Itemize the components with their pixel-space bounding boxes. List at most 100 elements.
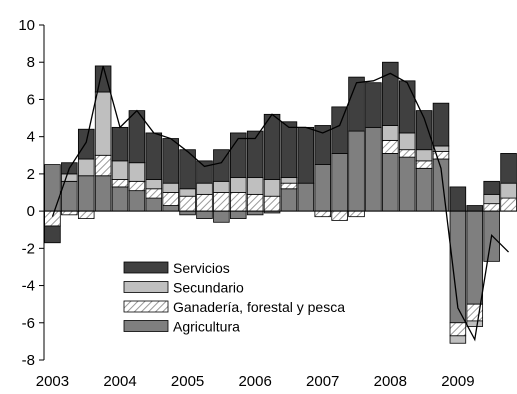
- y-tick-label: 6: [27, 91, 35, 108]
- x-tick-label: 2003: [36, 373, 69, 390]
- legend-swatch-servicios: [123, 261, 169, 274]
- bar-ganader-a-forestal-y-pesca-2003Q2: [61, 210, 78, 216]
- bar-agricultura-2009Q2: [466, 210, 484, 305]
- y-tick-label: 4: [27, 129, 35, 146]
- x-tick-label: 2004: [103, 373, 136, 390]
- bar-servicios-2008Q3: [415, 110, 433, 151]
- bar-servicios-2006Q2: [263, 113, 281, 180]
- y-tick-label: 8: [27, 54, 35, 71]
- bar-servicios-2009Q4: [500, 153, 517, 184]
- bar-ganader-a-forestal-y-pesca-2004Q4: [162, 192, 179, 206]
- bar-servicios-2006Q1: [246, 130, 264, 179]
- bar-ganader-a-forestal-y-pesca-2007Q2: [331, 210, 348, 221]
- bar-servicios-2006Q3: [280, 121, 298, 179]
- bar-agricultura-2008Q1: [382, 153, 399, 212]
- bar-secundario-2005Q2: [196, 182, 213, 195]
- bar-agricultura-2005Q3: [213, 210, 230, 223]
- bar-servicios-2009Q1: [449, 186, 467, 212]
- bar-secundario-2003Q3: [77, 158, 95, 177]
- x-tick-label: 2006: [238, 373, 271, 390]
- bar-agricultura-2006Q3: [280, 188, 298, 212]
- y-tick-label: -2: [22, 240, 35, 257]
- bar-ganader-a-forestal-y-pesca-2008Q1: [382, 139, 399, 154]
- legend-swatch-ganader-a-forestal-y-pesca: [123, 300, 169, 313]
- bar-ganader-a-forestal-y-pesca-2003Q3: [77, 210, 95, 219]
- bar-ganader-a-forestal-y-pesca-2003Q1: [44, 210, 61, 227]
- bar-agricultura-2008Q2: [398, 156, 416, 212]
- bar-agricultura-2004Q4: [162, 205, 179, 212]
- bar-agricultura-2003Q1: [44, 164, 61, 212]
- bar-ganader-a-forestal-y-pesca-2005Q1: [179, 195, 196, 212]
- bar-ganader-a-forestal-y-pesca-2008Q3: [415, 160, 433, 169]
- bar-servicios-2004Q3: [145, 132, 163, 180]
- bar-secundario-2003Q4: [94, 91, 112, 156]
- y-tick-label: -6: [22, 315, 35, 332]
- bar-agricultura-2006Q1: [246, 210, 264, 216]
- bar-ganader-a-forestal-y-pesca-2009Q4: [500, 197, 517, 212]
- bar-secundario-2004Q1: [111, 160, 129, 180]
- bar-ganader-a-forestal-y-pesca-2004Q2: [128, 180, 146, 192]
- x-tick-label: 2009: [441, 373, 474, 390]
- bar-agricultura-2003Q4: [94, 175, 112, 212]
- bar-ganader-a-forestal-y-pesca-2005Q2: [196, 193, 213, 212]
- bar-agricultura-2005Q1: [179, 210, 196, 216]
- bar-servicios-2008Q1: [382, 61, 399, 126]
- bar-secundario-2006Q3: [280, 177, 298, 184]
- y-tick-label: -4: [22, 278, 35, 295]
- bar-secundario-2003Q2: [61, 173, 78, 182]
- bar-ganader-a-forestal-y-pesca-2006Q2: [263, 195, 281, 212]
- bar-agricultura-2007Q2: [331, 153, 348, 212]
- bar-secundario-2009Q4: [500, 182, 517, 199]
- bar-agricultura-2005Q2: [196, 210, 213, 219]
- bar-secundario-2005Q1: [179, 188, 196, 197]
- bar-servicios-2005Q1: [179, 149, 196, 190]
- bar-agricultura-2005Q4: [230, 210, 247, 219]
- y-tick-label: 0: [27, 203, 35, 220]
- bar-secundario-2009Q1: [449, 335, 467, 344]
- legend-label-agricultura: Agricultura: [173, 319, 240, 335]
- total-line-layer: [51, 65, 510, 342]
- bar-secundario-2004Q2: [128, 162, 146, 182]
- legend: Servicios Secundario Ganadería, forestal y…: [123, 260, 345, 335]
- bar-agricultura-2006Q4: [297, 182, 315, 212]
- bar-agricultura-2007Q3: [348, 130, 365, 212]
- bar-servicios-2007Q1: [314, 125, 331, 165]
- bar-secundario-2005Q4: [230, 177, 247, 193]
- bar-ganader-a-forestal-y-pesca-2003Q4: [94, 154, 112, 177]
- bars-layer: [44, 61, 517, 344]
- bar-secundario-2006Q2: [263, 179, 281, 197]
- bar-secundario-2005Q3: [213, 180, 230, 193]
- total-line: [51, 65, 510, 342]
- bar-servicios-2005Q2: [196, 160, 213, 184]
- y-tick-label: 2: [27, 166, 35, 183]
- legend-label-servicios: Servicios: [173, 260, 230, 276]
- bar-servicios-2007Q3: [348, 76, 365, 132]
- bar-servicios-2008Q2: [398, 80, 416, 134]
- bar-servicios-2007Q2: [331, 106, 348, 154]
- bar-ganader-a-forestal-y-pesca-2008Q2: [398, 149, 416, 158]
- bar-secundario-2009Q2: [466, 320, 484, 327]
- bar-servicios-2006Q4: [297, 126, 315, 184]
- bar-agricultura-2007Q4: [365, 126, 382, 212]
- bar-ganader-a-forestal-y-pesca-2006Q1: [246, 193, 264, 212]
- bar-agricultura-2004Q1: [111, 186, 129, 212]
- bar-servicios-2009Q2: [466, 205, 484, 212]
- bar-secundario-2004Q3: [145, 179, 163, 190]
- legend-label-secundario: Secundario: [173, 280, 244, 296]
- bar-ganader-a-forestal-y-pesca-2004Q1: [111, 179, 129, 188]
- bar-ganader-a-forestal-y-pesca-2009Q1: [449, 322, 467, 337]
- bar-ganader-a-forestal-y-pesca-2009Q3: [483, 203, 500, 212]
- bar-agricultura-2004Q3: [145, 197, 163, 212]
- bar-secundario-2008Q1: [382, 125, 399, 141]
- x-tick-label: 2005: [171, 373, 204, 390]
- bar-servicios-2003Q1: [44, 225, 61, 244]
- bar-servicios-2007Q4: [365, 82, 382, 128]
- legend-swatch-agricultura: [123, 320, 169, 332]
- bar-secundario-2009Q3: [483, 193, 500, 205]
- bar-servicios-2004Q4: [162, 138, 179, 184]
- bar-servicios-2009Q3: [483, 180, 500, 195]
- bar-ganader-a-forestal-y-pesca-2005Q4: [230, 192, 247, 212]
- bar-servicios-2008Q4: [432, 102, 450, 147]
